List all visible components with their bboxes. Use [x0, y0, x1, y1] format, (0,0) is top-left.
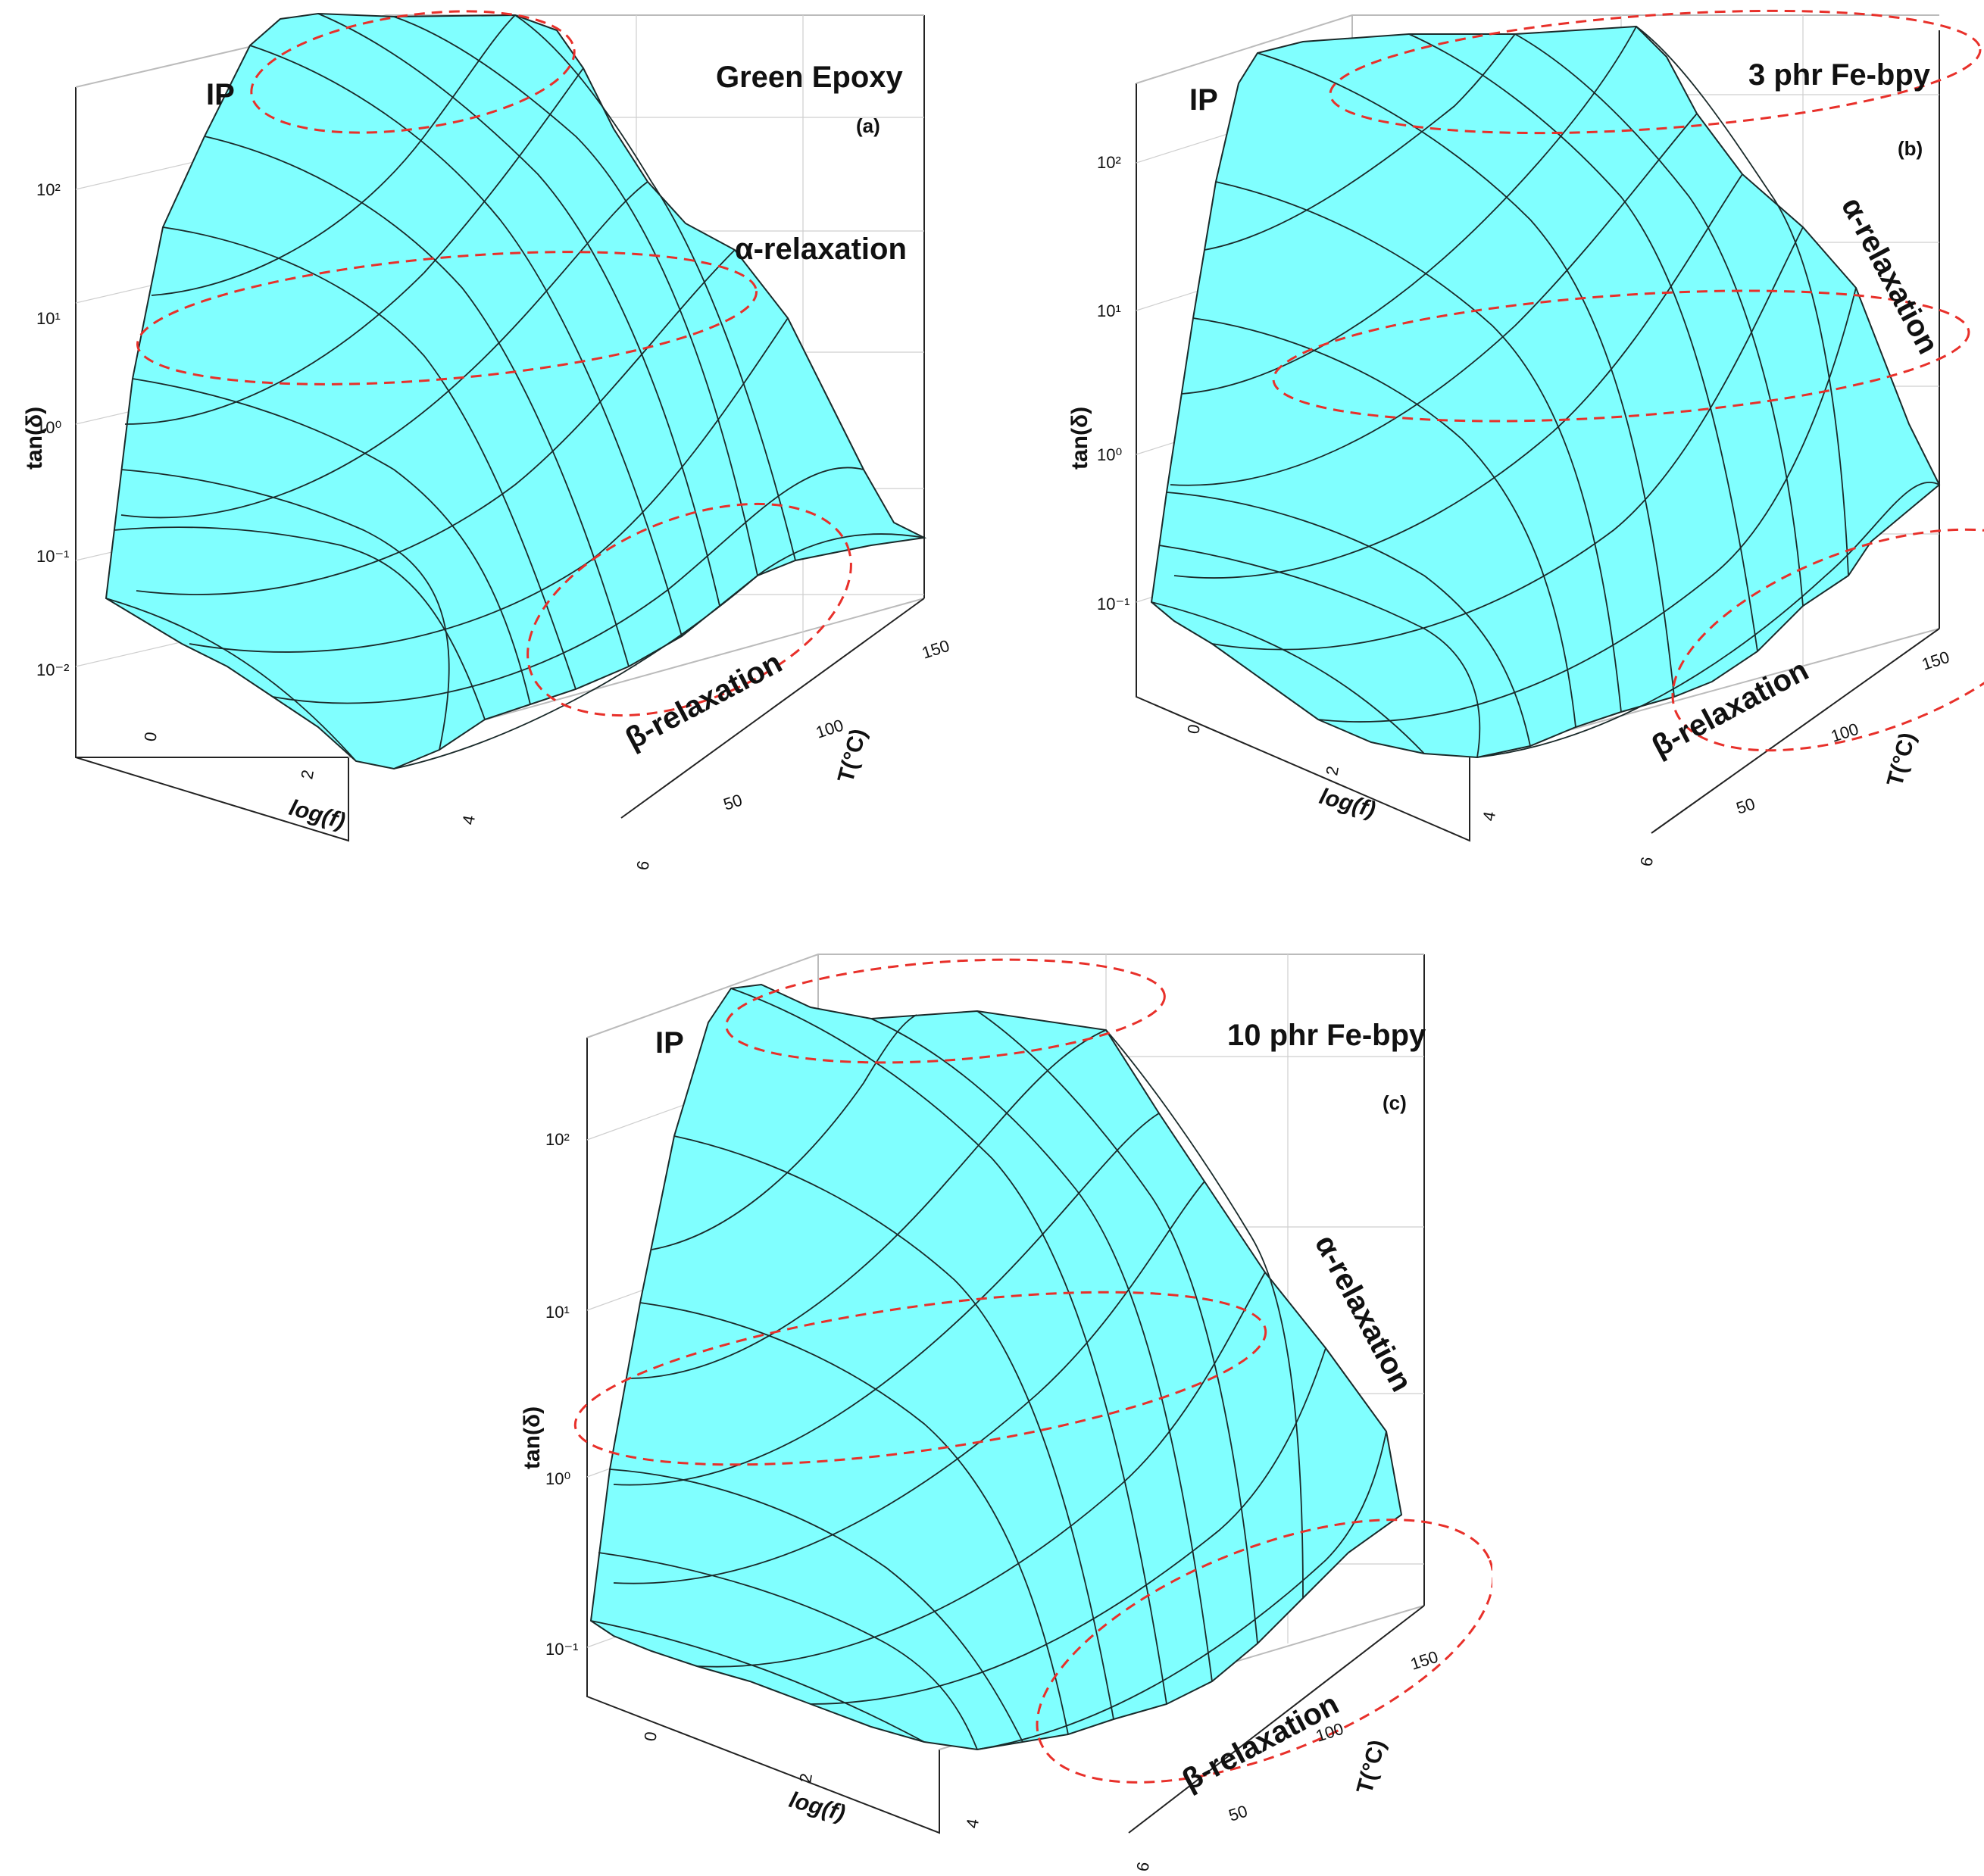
chart-a-xtick: 2 — [297, 768, 317, 780]
chart-c-xtick: 4 — [962, 1817, 983, 1829]
chart-c-panel-label: (c) — [1383, 1091, 1407, 1114]
chart-b-xtick: 6 — [1636, 855, 1657, 867]
chart-b-surface — [1150, 25, 1941, 759]
chart-b-zlabel: tan(δ) — [1067, 407, 1092, 470]
chart-a-title: Green Epoxy — [716, 61, 904, 94]
chart-b-ttick: 50 — [1734, 794, 1757, 817]
chart-b-title: 3 phr Fe-bpy — [1748, 58, 1931, 92]
chart-c-xtick: 0 — [640, 1730, 661, 1742]
chart-a-xlabel: log(f) — [286, 795, 348, 834]
chart-b-xlabel: log(f) — [1317, 784, 1378, 823]
chart-panel-b: 10⁻¹ 10⁰ 10¹ 10² tan(δ) 0 2 4 6 log(f) 5… — [1030, 0, 1984, 879]
chart-b-region-ellipses — [1272, 9, 1984, 752]
chart-a-xtick: 0 — [140, 730, 161, 742]
chart-a-xtick: 4 — [458, 813, 479, 826]
chart-a-ttick: 100 — [814, 716, 846, 742]
chart-b-xtick: 0 — [1183, 723, 1204, 735]
chart-a-alpha-label: α-relaxation — [735, 233, 907, 266]
chart-panel-c: 10⁻¹ 10⁰ 10¹ 10² tan(δ) 0 2 4 6 log(f) 5… — [508, 939, 1492, 1876]
chart-c-ztick: 10⁰ — [545, 1469, 570, 1488]
chart-c-surface — [589, 983, 1403, 1751]
chart-b-tlabel: T(°C) — [1882, 730, 1921, 789]
chart-b-ip-label: IP — [1189, 83, 1218, 117]
chart-a-ztick: 10⁻² — [36, 660, 69, 679]
chart-a-svg: 10⁻² 10⁻¹ 10⁰ 10¹ 10² tan(δ) 0 2 4 6 log… — [22, 10, 952, 872]
chart-a-panel-label: (a) — [856, 114, 880, 137]
chart-b-mesh — [1151, 26, 1940, 758]
chart-b-xtick: 2 — [1322, 764, 1342, 776]
chart-c-tlabel: T(°C) — [1352, 1737, 1391, 1796]
chart-c-svg: 10⁻¹ 10⁰ 10¹ 10² tan(δ) 0 2 4 6 log(f) 5… — [520, 954, 1492, 1873]
chart-b-ztick: 10⁰ — [1097, 445, 1122, 464]
chart-b-xtick: 4 — [1479, 810, 1499, 822]
chart-c-ztick: 10² — [545, 1130, 570, 1149]
chart-a-ztick: 10⁻¹ — [36, 547, 69, 566]
chart-b-ztick: 10¹ — [1097, 301, 1121, 320]
chart-b-ttick: 150 — [1920, 648, 1952, 674]
chart-b-panel-label: (b) — [1898, 137, 1923, 160]
chart-panel-a: 10⁻² 10⁻¹ 10⁰ 10¹ 10² tan(δ) 0 2 4 6 log… — [0, 0, 985, 879]
chart-c-ip-label: IP — [655, 1026, 684, 1060]
chart-b-ztick: 10² — [1097, 153, 1121, 172]
chart-c-xtick: 2 — [795, 1771, 816, 1784]
chart-b-ztick: 10⁻¹ — [1097, 595, 1129, 613]
chart-c-ztick: 10¹ — [545, 1303, 570, 1322]
chart-a-ttick: 150 — [920, 636, 952, 663]
chart-b-svg: 10⁻¹ 10⁰ 10¹ 10² tan(δ) 0 2 4 6 log(f) 5… — [1067, 9, 1984, 868]
chart-a-beta-label: β-relaxation — [620, 646, 788, 756]
chart-a-ttick: 50 — [721, 790, 745, 813]
chart-c-ztick: 10⁻¹ — [545, 1640, 578, 1659]
chart-a-ztick: 10⁰ — [36, 418, 61, 437]
chart-c-ttick: 50 — [1226, 1801, 1250, 1824]
chart-c-xtick: 6 — [1133, 1860, 1153, 1872]
chart-a-ip-label: IP — [206, 78, 235, 111]
chart-a-zlabel: tan(δ) — [22, 407, 47, 470]
chart-c-zlabel: tan(δ) — [520, 1406, 545, 1469]
chart-c-region-ellipses — [573, 958, 1492, 1784]
chart-a-ztick: 10¹ — [36, 309, 61, 328]
chart-a-xtick: 6 — [633, 859, 653, 871]
chart-c-mesh — [590, 988, 1387, 1750]
chart-a-ztick: 10² — [36, 180, 61, 199]
chart-a-region-ellipses — [136, 10, 852, 717]
chart-b-ttick: 100 — [1829, 719, 1861, 746]
chart-c-title: 10 phr Fe-bpy — [1227, 1019, 1426, 1052]
chart-a-surface — [105, 12, 927, 770]
